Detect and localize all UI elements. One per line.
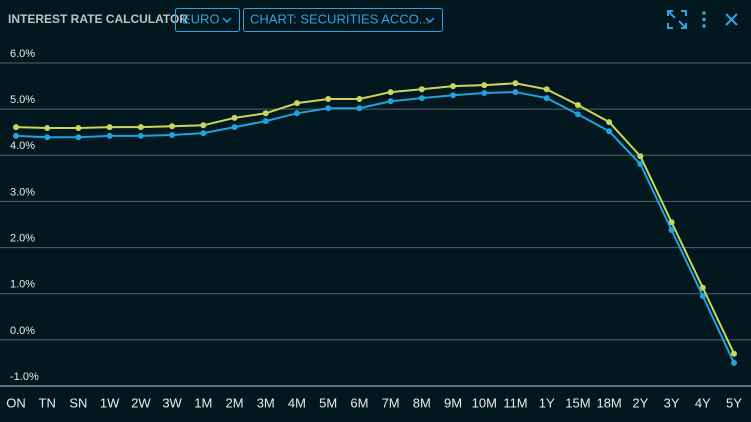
data-point [637,153,644,160]
data-point [699,284,706,291]
x-tick-label: 2Y [632,395,648,410]
x-tick-label: 18M [596,395,621,410]
data-point [574,101,581,108]
x-tick-label: 3Y [664,395,680,410]
data-point [44,134,51,141]
data-point [606,119,613,126]
data-point [450,92,457,99]
data-point [387,89,394,96]
data-point [731,350,737,357]
data-point [44,125,51,132]
data-point [106,132,113,139]
x-tick-label: 10M [472,395,497,410]
data-point [543,86,550,93]
y-tick-label: 3.0% [10,186,35,198]
data-point [106,124,113,131]
data-point [481,89,488,96]
app-title: INTEREST RATE CALCULATOR [8,12,188,26]
x-tick-label: 4Y [695,395,711,410]
data-point [418,95,425,102]
data-point [481,82,488,89]
x-tick-label: 2W [131,395,151,410]
data-point [262,110,269,117]
expand-icon[interactable] [667,10,687,29]
data-point [325,105,332,112]
x-tick-label: 8M [413,395,431,410]
data-point [668,227,675,234]
x-tick-label: TN [39,395,56,410]
data-point [356,95,363,102]
x-tick-label: 2M [225,395,243,410]
data-point [13,124,19,131]
series-line [15,91,735,364]
data-point [137,124,144,131]
x-tick-label: 1W [100,395,120,410]
data-point [75,134,82,141]
data-point [637,161,644,168]
x-tick-label: 5Y [726,395,742,410]
x-tick-label: 4M [288,395,306,410]
data-point [200,130,207,137]
x-tick-label: 7M [382,395,400,410]
y-tick-label: -1.0% [10,371,39,383]
y-tick-label: 1.0% [10,279,35,291]
menu-icon[interactable] [702,11,706,28]
currency-dropdown[interactable] [175,8,240,32]
data-point [293,100,300,107]
x-tick-label: 3M [257,395,275,410]
data-point [200,122,207,129]
y-tick-label: 0.0% [10,325,35,337]
data-point [668,219,675,226]
x-tick-label: 15M [565,395,590,410]
x-tick-label: 11M [503,395,527,410]
close-icon[interactable] [725,13,738,26]
data-point [262,118,269,125]
x-tick-label: 6M [350,395,368,410]
y-tick-label: 4.0% [10,140,35,152]
data-point [450,83,457,90]
data-point [606,128,613,135]
data-point [325,95,332,102]
data-point [169,131,176,138]
view-value[interactable]: CHART: SECURITIES ACCO... [250,11,430,26]
data-point [731,359,737,366]
data-point [231,114,238,121]
data-point [356,105,363,112]
data-point [13,132,19,139]
chart: -1.0% 0.0% 1.0% 2.0% 3.0% 4.0% 5.0% 6.0% ON TN SN 1… [0,48,751,410]
y-tick-label: 6.0% [10,48,35,60]
dropdown-arrow [222,17,232,24]
data-point [293,110,300,117]
x-tick-label: 1M [194,395,212,410]
data-point [418,86,425,93]
data-point [387,98,394,105]
currency-value[interactable]: EURO [182,11,220,26]
series-line [15,82,735,355]
x-tick-label: SN [69,395,87,410]
data-point [75,125,82,132]
data-point [169,123,176,130]
data-point [512,89,519,96]
data-point [231,124,238,131]
data-point [137,132,144,139]
x-tick-label: 1Y [539,395,555,410]
x-tick-label: 9M [444,395,462,410]
x-tick-label: 5M [319,395,337,410]
data-point [543,95,550,102]
y-tick-label: 5.0% [10,94,35,106]
x-tick-label: 3W [162,395,182,410]
dropdown-arrow [425,17,435,24]
x-tick-label: ON [6,395,26,410]
y-tick-label: 2.0% [10,232,35,244]
data-point [512,80,519,87]
data-point [574,111,581,118]
data-point [699,293,706,300]
view-dropdown[interactable] [243,8,443,32]
